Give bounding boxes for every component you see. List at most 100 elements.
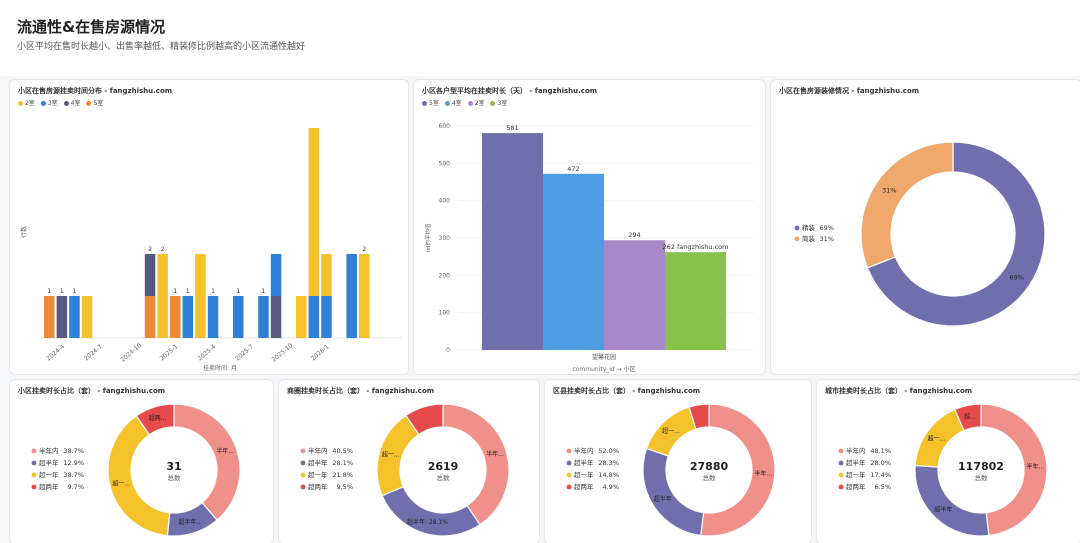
- x-tick-label: 2024-7: [83, 343, 104, 362]
- bar: [170, 296, 181, 338]
- legend-swatch: [86, 101, 92, 106]
- legend-label: 半年内: [39, 446, 59, 455]
- bar-value-label: 262 fangzhishu.com: [663, 243, 729, 251]
- legend-value: 14.8%: [598, 471, 619, 479]
- legend-item[interactable]: 4室: [444, 98, 462, 107]
- legend-swatch: [40, 101, 46, 106]
- donut-total: 31: [166, 460, 181, 473]
- bar: [157, 254, 168, 338]
- bar-value-label: 1: [262, 288, 266, 295]
- bar: [321, 296, 332, 338]
- district-ratio-card: 商圈挂卖时长占比（套） - fangzhishu.com 半年... 超半年: 2…: [278, 379, 540, 543]
- donut-slice: [688, 403, 710, 430]
- legend-label: 3室: [47, 100, 58, 107]
- chart-title: 小区在售房源装修情况 - fangzhishu.com: [779, 87, 920, 95]
- y-tick-label: 300: [439, 235, 451, 242]
- bar: [308, 296, 320, 338]
- donut-total-label: 总数: [975, 473, 989, 482]
- legend-label: 5室: [429, 100, 439, 107]
- legend-label: 超两年: [39, 482, 59, 491]
- slice-label: 超半年: [654, 495, 672, 503]
- legend-label: 3室: [497, 100, 508, 107]
- legend-item[interactable]: 5室: [422, 98, 439, 107]
- bar: [665, 252, 726, 350]
- legend-value: 48.1%: [870, 447, 891, 455]
- y-tick-label: 400: [439, 198, 451, 205]
- bar-value-label: 1: [186, 288, 190, 295]
- bar-value-label: 2: [161, 246, 165, 253]
- slice-label: 超一...: [382, 451, 400, 459]
- donut-total: 27880: [690, 460, 729, 473]
- x-axis-title: community_id → 小区: [572, 365, 635, 373]
- y-tick-label: 600: [439, 123, 451, 130]
- page-header: 流通性&在售房源情况 小区平均在售时长越小、出售率越低、精装修比例越高的小区流通…: [0, 0, 1080, 76]
- bar-value-label: 1: [236, 288, 240, 295]
- legend-value: 9.7%: [67, 483, 84, 491]
- donut-total: 2619: [428, 460, 459, 473]
- legend-swatch: [794, 236, 800, 242]
- legend-value: 28.3%: [598, 459, 619, 467]
- legend-value: 38.7%: [63, 471, 84, 479]
- legend-label: 4室: [70, 100, 81, 107]
- x-tick-label: 2024-10: [119, 342, 143, 364]
- legend-swatch: [63, 101, 69, 106]
- chart-title: 商圈挂卖时长占比（套） - fangzhishu.com: [287, 387, 435, 395]
- donut-slice: [135, 403, 175, 436]
- slice-label: 半年...: [755, 469, 773, 477]
- x-tick-label: 2024-4: [45, 343, 66, 362]
- legend-swatch: [31, 448, 37, 454]
- legend-item[interactable]: 3室: [40, 98, 58, 107]
- community-ratio-card: 小区挂卖时长占比（套） - fangzhishu.com 半年... 超半年...…: [9, 379, 274, 543]
- legend-value: 69%: [820, 224, 834, 232]
- legend-swatch: [444, 101, 450, 106]
- legend-swatch: [566, 472, 572, 478]
- legend-value: 31%: [820, 235, 834, 243]
- slice-label: 69%: [1009, 273, 1023, 281]
- legend-swatch: [300, 460, 306, 466]
- legend-value: 38.7%: [63, 447, 84, 455]
- county-ratio-card: 区县挂卖时长占比（套） - fangzhishu.com 半年... 超半年 超一.…: [544, 379, 812, 543]
- y-tick-label: 500: [439, 160, 451, 167]
- bar-value-label: 472: [567, 165, 579, 173]
- legend-swatch: [467, 101, 473, 106]
- y-tick-label: 100: [439, 310, 451, 317]
- bar: [195, 254, 206, 338]
- bar: [144, 296, 156, 338]
- legend-item[interactable]: 3室: [490, 98, 507, 107]
- legend-swatch: [300, 472, 306, 478]
- legend-item[interactable]: 2室: [467, 98, 484, 107]
- legend-swatch: [490, 101, 496, 106]
- legend-swatch: [838, 448, 844, 454]
- x-tick-label: 2025-4: [196, 343, 217, 362]
- legend-swatch: [31, 484, 37, 490]
- legend-label: 超半年: [308, 458, 328, 467]
- legend-label: 超两年: [308, 482, 328, 491]
- donut-total: 117802: [958, 460, 1004, 473]
- legend-label: 超一年: [574, 470, 594, 479]
- legend-label: 精装: [802, 223, 816, 232]
- bar: [69, 296, 80, 338]
- legend-label: 超一年: [308, 470, 328, 479]
- listing-time-dist-plot: 1121111212112024-42024-72024-102025-1202…: [20, 128, 402, 372]
- legend-label: 2室: [25, 100, 35, 107]
- bar: [270, 296, 282, 338]
- legend-swatch: [838, 460, 844, 466]
- legend-value: 12.9%: [63, 459, 84, 467]
- slice-label: 半年...: [1027, 463, 1045, 471]
- legend-item[interactable]: 2室: [18, 98, 35, 107]
- bar: [182, 296, 194, 338]
- y-axis-title: 行数: [20, 226, 28, 238]
- slice-label: 31%: [882, 187, 896, 195]
- donut-slice: [860, 141, 954, 269]
- donut-total-label: 总数: [437, 473, 451, 482]
- donut-slice: [700, 403, 776, 537]
- slice-label: 超一...: [928, 435, 946, 443]
- legend-item[interactable]: 5室: [86, 98, 103, 107]
- legend-item[interactable]: 4室: [63, 98, 81, 107]
- donut-slice: [107, 415, 171, 537]
- legend-swatch: [838, 472, 844, 478]
